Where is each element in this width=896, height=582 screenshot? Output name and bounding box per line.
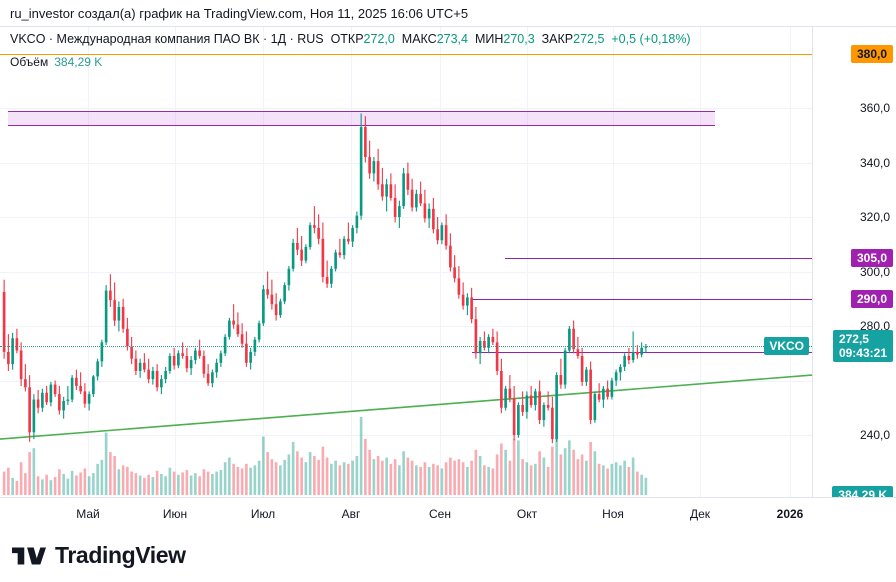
candlestick-series xyxy=(2,113,648,444)
grid-line-vertical-5 xyxy=(527,27,528,497)
grid-line-vertical-1 xyxy=(175,27,176,497)
grid-line-vertical-4 xyxy=(440,27,441,497)
grid-line-vertical-0 xyxy=(88,27,89,497)
time-tick-2026: 2026 xyxy=(776,507,804,521)
price-tag-resistance-290[interactable]: 290,0 xyxy=(850,289,893,308)
price-tag-orange-380[interactable]: 380,0 xyxy=(850,44,893,63)
price-level-line-305-0[interactable] xyxy=(505,257,812,260)
volume-histogram xyxy=(2,417,648,495)
grid-line-vertical-2 xyxy=(263,27,264,497)
price-tick-280-0: 280,0 xyxy=(859,319,890,333)
price-tag-last-price[interactable]: 272,5 09:43:21 xyxy=(832,330,893,363)
orange-level-line[interactable] xyxy=(0,53,812,56)
grid-line-horizontal-7 xyxy=(0,435,812,436)
grid-line-vertical-6 xyxy=(613,27,614,497)
grid-line-horizontal-2 xyxy=(0,163,812,164)
volume-legend-value: 384,29 K xyxy=(54,55,103,69)
time-tick-Июл: Июл xyxy=(250,507,276,521)
grid-line-horizontal-5 xyxy=(0,326,812,327)
last-price-dotted-line xyxy=(0,346,812,348)
price-tag-resistance-305[interactable]: 305,0 xyxy=(850,248,893,267)
tradingview-logo-icon xyxy=(12,547,46,564)
price-tick-340-0: 340,0 xyxy=(859,155,890,170)
time-tick-Окт: Окт xyxy=(516,507,538,521)
price-axis[interactable]: 360,0 340,0 320,0 300,0 280,0 240,0 380,0 305,0… xyxy=(812,27,896,504)
chart-frame: VKCO · Международная компания ПАО ВК · 1… xyxy=(0,26,896,530)
chart-plot-area[interactable] xyxy=(0,27,812,497)
grid-line-vertical-3 xyxy=(351,27,352,497)
time-tick-Дек: Дек xyxy=(689,507,711,521)
volume-legend-label[interactable]: Объём xyxy=(10,55,49,69)
attribution-line: ru_investor создал(а) график на TradingV… xyxy=(10,6,469,21)
tradingview-wordmark: TradingView xyxy=(55,542,186,568)
price-tick-300-0: 300,0 xyxy=(859,264,890,279)
volume-legend: Объём 384,29 K xyxy=(10,55,102,69)
time-tick-Май: Май xyxy=(76,507,100,521)
time-tick-Июн: Июн xyxy=(162,507,188,521)
time-axis[interactable]: Май Июн Июл Авг Сен Окт Ноя Дек 2026 xyxy=(0,497,896,530)
grid-line-vertical-7 xyxy=(700,27,701,497)
symbol-price-tag: VKCO xyxy=(764,337,809,356)
price-tick-240-0: 240,0 xyxy=(859,428,890,442)
trendline-overlay xyxy=(0,374,812,440)
grid-line-horizontal-3 xyxy=(0,217,812,218)
time-tick-Сен: Сен xyxy=(429,507,451,521)
price-tick-320-0: 320,0 xyxy=(859,210,890,224)
grid-line-horizontal-1 xyxy=(0,108,812,109)
grid-line-horizontal-4 xyxy=(0,272,812,273)
price-tick-360-0: 360,0 xyxy=(859,101,890,115)
footer-branding: TradingView xyxy=(0,529,896,582)
time-tick-Авг: Авг xyxy=(341,507,361,521)
price-level-line-290-0[interactable] xyxy=(472,298,812,301)
grid-line-vertical-8 xyxy=(790,27,791,497)
grid-line-horizontal-6 xyxy=(0,381,812,382)
time-tick-Ноя: Ноя xyxy=(602,507,624,521)
